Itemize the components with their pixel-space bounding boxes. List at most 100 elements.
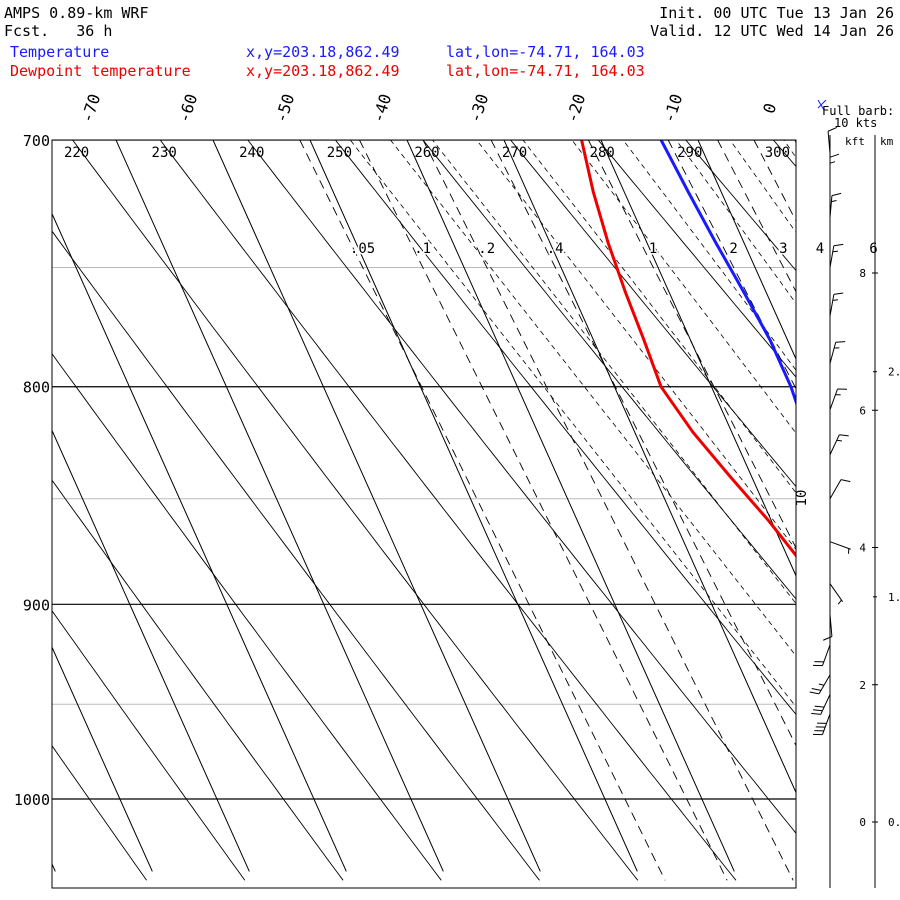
mixing-ratio-label: 1 bbox=[649, 241, 657, 257]
dry-adiabat bbox=[772, 140, 796, 168]
wind-barb bbox=[829, 243, 844, 268]
dry-adiabat bbox=[597, 140, 796, 378]
dry-adiabat bbox=[52, 744, 147, 881]
isotherm-line bbox=[52, 862, 56, 872]
kft-tick-label: 0 bbox=[859, 816, 866, 829]
theta-label: 250 bbox=[327, 145, 352, 161]
dry-adiabat bbox=[685, 140, 796, 272]
model-title: AMPS 0.89-km WRF bbox=[4, 4, 149, 22]
wind-barb bbox=[811, 694, 831, 715]
mixing-ratio-label: 4 bbox=[816, 241, 824, 257]
temperature-tick-label: -40 bbox=[368, 92, 395, 125]
moist-adiabat bbox=[522, 140, 796, 494]
moist-adiabat bbox=[349, 140, 796, 708]
km-label: km bbox=[880, 135, 894, 148]
init-label: Init. bbox=[659, 4, 705, 22]
wind-barb bbox=[829, 388, 848, 410]
mixing-ratio-label: 6 bbox=[869, 241, 877, 257]
theta-label: 290 bbox=[677, 145, 702, 161]
init-time: Init. 00 UTC Tue 13 Jan 26 bbox=[659, 4, 894, 22]
dry-adiabat bbox=[52, 353, 442, 881]
moist-adiabat-label: 10 bbox=[794, 490, 810, 507]
pressure-tick-label: 700 bbox=[23, 132, 50, 150]
moist-adiabat bbox=[783, 140, 796, 159]
temperature-tick-label: -60 bbox=[174, 92, 201, 125]
theta-label: 280 bbox=[590, 145, 615, 161]
moist-adiabat bbox=[675, 140, 796, 305]
temperature-profile bbox=[659, 140, 796, 407]
isotherm-line bbox=[600, 140, 796, 577]
wind-barb bbox=[829, 341, 846, 364]
wind-barb bbox=[829, 541, 851, 554]
theta-label: 220 bbox=[64, 145, 89, 161]
mixing-ratio-label: .1 bbox=[414, 241, 431, 257]
temperature-tick-label: -70 bbox=[77, 92, 104, 125]
fcst-label: Fcst. bbox=[4, 22, 50, 40]
km-tick-label: 1. bbox=[888, 591, 900, 604]
isotherm-line bbox=[697, 140, 796, 361]
pressure-tick-label: 900 bbox=[23, 596, 50, 614]
dry-adiabat bbox=[0, 113, 48, 880]
mixing-ratio-line bbox=[422, 140, 794, 881]
wind-barb bbox=[812, 644, 831, 667]
mixing-ratio-line bbox=[753, 140, 796, 222]
mixing-ratio-line bbox=[717, 140, 796, 293]
mixing-ratio-label: .2 bbox=[478, 241, 495, 257]
theta-label: 240 bbox=[239, 145, 264, 161]
kft-label: kft bbox=[845, 135, 865, 148]
theta-label: 230 bbox=[152, 145, 177, 161]
moist-adiabat bbox=[431, 140, 796, 605]
dewpoint-temperature-profile bbox=[580, 140, 796, 558]
moist-adiabat bbox=[571, 140, 796, 434]
temperature-tick-label: -30 bbox=[465, 92, 492, 125]
barb-legend-line1: Full barb: bbox=[822, 104, 894, 118]
theta-label: 270 bbox=[502, 145, 527, 161]
legend-temperature-latlon: lat,lon=-74.71, 164.03 bbox=[446, 43, 645, 61]
init-value: 00 UTC Tue 13 Jan 26 bbox=[713, 4, 894, 22]
legend-dewpoint-xy: x,y=203.18,862.49 bbox=[246, 62, 400, 80]
dry-adiabat bbox=[52, 230, 540, 881]
kft-tick-label: 8 bbox=[859, 267, 866, 280]
isotherm-line bbox=[406, 140, 735, 872]
isotherm-line bbox=[892, 140, 900, 871]
moist-adiabat bbox=[389, 140, 796, 657]
temperature-tick-label: -10 bbox=[659, 92, 686, 125]
plot-area bbox=[0, 113, 900, 881]
dry-adiabat bbox=[159, 140, 737, 881]
temperature-tick-label: -20 bbox=[562, 92, 589, 125]
mixing-ratio-line bbox=[490, 140, 796, 747]
mixing-ratio-line bbox=[667, 140, 796, 390]
pressure-tick-label: 800 bbox=[23, 379, 50, 397]
theta-label: 300 bbox=[765, 145, 790, 161]
mixing-ratio-label: .05 bbox=[350, 241, 375, 257]
pressure-tick-label: 1000 bbox=[14, 791, 50, 809]
moist-adiabat bbox=[622, 140, 796, 371]
valid-label: Valid. bbox=[650, 22, 705, 40]
dry-adiabat bbox=[510, 140, 796, 488]
kft-tick-label: 6 bbox=[859, 404, 866, 417]
plot-frame bbox=[51, 139, 797, 889]
dry-adiabat bbox=[52, 610, 246, 881]
dry-adiabat bbox=[52, 479, 344, 881]
mixing-ratio-line bbox=[587, 140, 796, 549]
isotherm-line bbox=[794, 140, 796, 144]
wind-barb bbox=[829, 479, 851, 499]
mixing-ratio-label: .4 bbox=[547, 241, 564, 257]
wind-barb bbox=[823, 614, 833, 641]
wind-barb bbox=[827, 127, 837, 154]
wind-barb bbox=[829, 583, 844, 605]
wind-barb bbox=[809, 674, 831, 695]
legend-temperature-label: Temperature bbox=[10, 43, 110, 61]
isotherm-line bbox=[52, 212, 347, 872]
wind-barb bbox=[829, 292, 844, 317]
mixing-ratio-line bbox=[359, 140, 728, 881]
dry-adiabat bbox=[334, 140, 796, 716]
isotherm-line bbox=[52, 646, 153, 872]
dry-adiabat bbox=[72, 140, 639, 881]
barb-legend: Full barb:10 kts bbox=[817, 99, 894, 130]
isotherm-line bbox=[309, 140, 638, 872]
mixing-ratio-label: 2 bbox=[729, 241, 737, 257]
mixing-ratio-line bbox=[299, 140, 666, 881]
isotherm-line bbox=[115, 140, 444, 872]
